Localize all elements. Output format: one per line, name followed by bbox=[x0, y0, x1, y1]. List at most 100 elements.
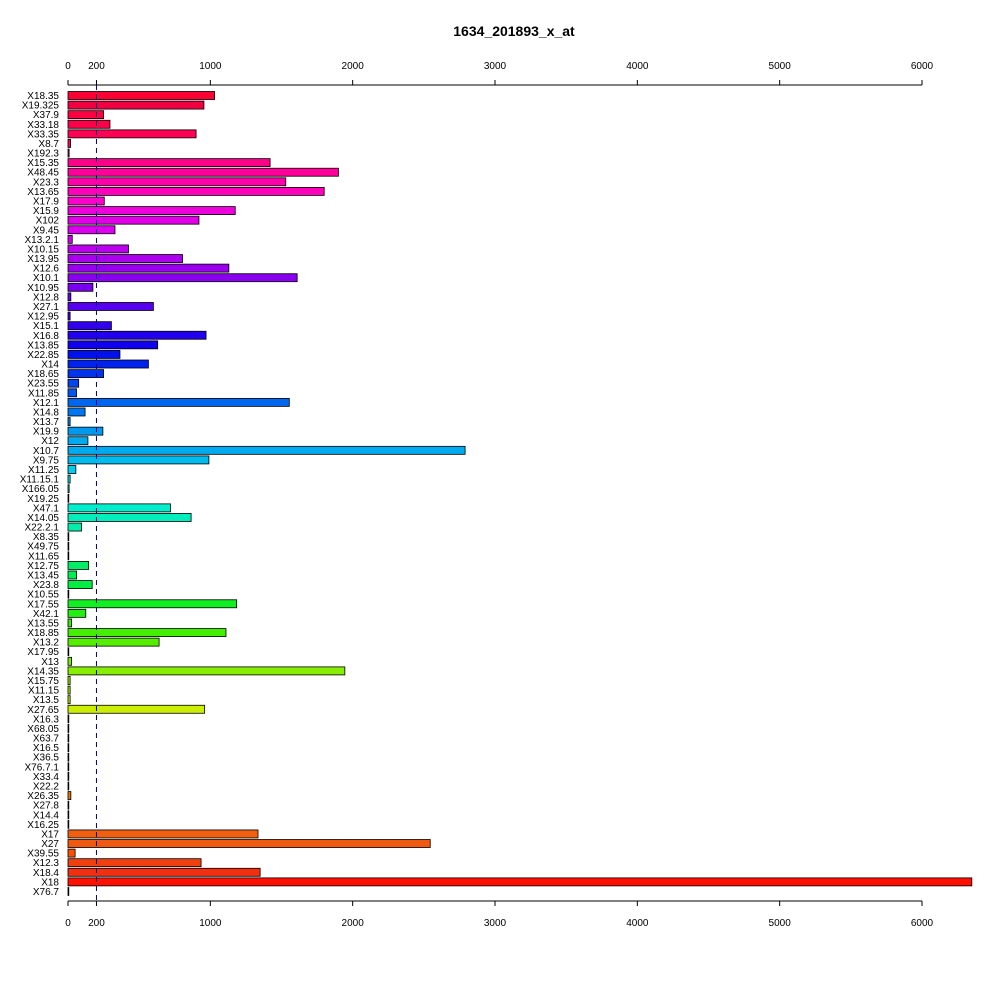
top-tick-label: 4000 bbox=[626, 61, 649, 72]
top-tick-label: 1000 bbox=[199, 61, 222, 72]
bar bbox=[67, 474, 71, 484]
bar bbox=[67, 819, 70, 829]
bar bbox=[67, 244, 129, 254]
category-label: X27 bbox=[41, 839, 59, 850]
category-label: X14 bbox=[41, 360, 59, 371]
bar bbox=[67, 733, 70, 743]
category-label: X76.7.1 bbox=[25, 762, 60, 773]
bar bbox=[67, 589, 70, 599]
bar bbox=[67, 167, 339, 177]
bar bbox=[67, 580, 93, 589]
category-label: X12.3 bbox=[33, 858, 60, 869]
category-label: X42.1 bbox=[33, 609, 60, 620]
category-label: X13.5 bbox=[33, 695, 60, 706]
category-label: X19.325 bbox=[22, 101, 60, 112]
bar bbox=[67, 513, 192, 522]
category-label: X16.3 bbox=[33, 714, 60, 725]
bar bbox=[67, 570, 77, 580]
category-label: X63.7 bbox=[33, 734, 60, 745]
bottom-tick-label: 0 bbox=[65, 918, 71, 929]
bar bbox=[67, 858, 202, 868]
bar bbox=[67, 561, 90, 570]
bar bbox=[67, 119, 111, 129]
category-label: X16.5 bbox=[33, 743, 60, 754]
bar bbox=[67, 91, 216, 100]
category-label: X17.55 bbox=[27, 599, 59, 610]
bar bbox=[67, 378, 80, 388]
bar bbox=[67, 225, 116, 235]
bar bbox=[67, 263, 230, 273]
category-label: X8.7 bbox=[38, 139, 59, 150]
bar bbox=[67, 743, 70, 753]
category-label: X23.3 bbox=[33, 177, 60, 188]
category-label: X14.05 bbox=[27, 513, 59, 524]
bar bbox=[67, 282, 94, 292]
bar bbox=[67, 206, 236, 215]
category-labels: X18.35X19.325X37.9X33.18X33.35X8.7X192.3… bbox=[20, 91, 60, 898]
bar bbox=[67, 848, 76, 858]
bar bbox=[67, 426, 104, 436]
bar bbox=[67, 599, 238, 609]
bar bbox=[67, 311, 71, 321]
bar bbox=[67, 177, 287, 187]
category-label: X12.8 bbox=[33, 292, 60, 303]
bar bbox=[67, 292, 72, 302]
bottom-tick-label: 5000 bbox=[769, 918, 792, 929]
category-label: X26.35 bbox=[27, 791, 59, 802]
bar bbox=[67, 436, 89, 446]
category-label: X17.95 bbox=[27, 647, 59, 658]
bar bbox=[67, 704, 206, 714]
category-label: X18 bbox=[41, 877, 59, 888]
category-label: X13 bbox=[41, 657, 59, 668]
category-label: X102 bbox=[36, 216, 60, 227]
category-label: X14.8 bbox=[33, 407, 60, 418]
category-label: X14.4 bbox=[33, 810, 60, 821]
bar bbox=[67, 839, 431, 848]
bar bbox=[67, 887, 70, 896]
top-tick-label: 200 bbox=[88, 61, 105, 72]
bar bbox=[67, 340, 159, 350]
category-label: X27.1 bbox=[33, 302, 60, 313]
bar bbox=[67, 551, 70, 561]
category-label: X18.35 bbox=[27, 91, 59, 102]
bar bbox=[67, 100, 205, 110]
category-label: X9.75 bbox=[33, 455, 60, 466]
top-tick-label: 5000 bbox=[769, 61, 792, 72]
bottom-tick-label: 6000 bbox=[911, 918, 934, 929]
bar bbox=[67, 522, 82, 532]
category-label: X19.25 bbox=[27, 494, 59, 505]
bar bbox=[67, 196, 105, 206]
category-label: X22.2 bbox=[33, 781, 60, 792]
category-label: X12.6 bbox=[33, 264, 60, 275]
bar bbox=[67, 791, 72, 800]
bar bbox=[67, 350, 121, 359]
bar bbox=[67, 714, 70, 724]
top-tick-label: 2000 bbox=[342, 61, 365, 72]
category-label: X13.7 bbox=[33, 417, 60, 428]
bottom-tick-label: 200 bbox=[88, 918, 105, 929]
category-label: X13.2 bbox=[33, 638, 60, 649]
bottom-tick-label: 1000 bbox=[199, 918, 222, 929]
category-label: X15.1 bbox=[33, 321, 60, 332]
bar bbox=[67, 656, 72, 666]
category-label: X15.9 bbox=[33, 206, 60, 217]
bar bbox=[67, 397, 290, 407]
category-label: X13.65 bbox=[27, 187, 59, 198]
category-label: X166.05 bbox=[22, 484, 60, 495]
category-label: X23.55 bbox=[27, 379, 59, 390]
category-label: X11.25 bbox=[28, 465, 59, 476]
bar bbox=[67, 685, 71, 695]
category-label: X18.85 bbox=[27, 628, 59, 639]
bar bbox=[67, 388, 77, 398]
bar bbox=[67, 724, 70, 733]
category-label: X49.75 bbox=[27, 542, 59, 553]
bar bbox=[67, 215, 200, 225]
bar bbox=[67, 407, 86, 417]
bar bbox=[67, 302, 154, 311]
bar bbox=[67, 417, 71, 426]
category-label: X15.35 bbox=[27, 158, 59, 169]
bar bbox=[67, 666, 346, 676]
bar bbox=[67, 628, 227, 637]
category-label: X76.7 bbox=[33, 887, 60, 898]
